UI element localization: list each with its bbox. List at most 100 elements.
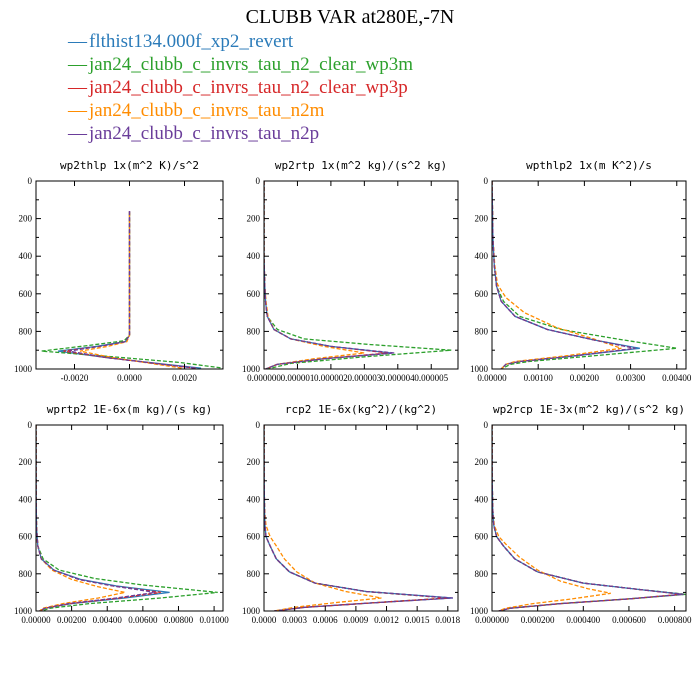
series-line-3 [264,425,448,611]
y-tick-label: 400 [19,494,33,504]
legend-item: — jan24_clubb_c_invrs_tau_n2p [68,122,413,145]
figure-title: CLUBB VAR at280E,-7N [245,6,455,28]
x-tick-label: 0.00600 [128,615,158,625]
y-tick-label: 0 [256,420,261,430]
x-tick-label: 0.000200 [521,615,555,625]
x-tick-label: 0.000800 [658,615,692,625]
y-tick-label: 0 [484,176,489,186]
series-line-2 [36,425,218,611]
y-tick-label: 600 [247,532,261,542]
series-line-1 [264,181,392,369]
series-line-1 [264,425,453,611]
legend-item: — jan24_clubb_c_invrs_tau_n2_clear_wp3p [68,76,413,99]
panel-title: wp2rcp 1E-3x(m^2 kg)/(s^2 kg) [493,403,685,416]
legend-item: — flthist134.000f_xp2_revert [68,30,413,53]
y-tick-label: 600 [475,532,489,542]
series-line-5 [264,181,395,369]
x-tick-label: 0.0020 [172,373,197,383]
series-line-4 [264,181,365,369]
series-line-4 [264,425,382,611]
legend-item: — jan24_clubb_c_invrs_tau_n2_clear_wp3m [68,53,413,76]
y-tick-label: 1000 [14,606,33,616]
x-tick-label: 0.000000 [475,615,509,625]
x-tick-label: 0.0000 [117,373,142,383]
panel-title: wprtp2 1E-6x(m kg)/(s kg) [47,403,213,416]
y-tick-label: 800 [19,569,33,579]
panel-frame [491,180,687,370]
series-line-1 [492,181,640,369]
x-tick-label: 0.0012 [374,615,399,625]
y-tick-label: 600 [247,289,261,299]
y-tick-label: 800 [475,326,489,336]
y-tick-label: 200 [475,214,489,224]
panel-title: rcp2 1E-6x(kg^2)/(kg^2) [285,403,437,416]
y-tick-label: 200 [19,214,33,224]
legend-label: flthist134.000f_xp2_revert [89,31,294,52]
y-tick-label: 0 [256,176,261,186]
legend: — flthist134.000f_xp2_revert — jan24_clubb… [68,30,413,145]
x-tick-label: 0.00800 [164,615,194,625]
series-line-1 [36,425,170,611]
x-tick-label: 0.00100 [524,373,554,383]
x-tick-label: 0.00000 [21,615,51,625]
panel-title: wpthlp2 1x(m K^2)/s [526,159,652,172]
y-tick-label: 1000 [470,364,489,374]
y-tick-label: 800 [19,326,33,336]
y-tick-label: 1000 [242,606,261,616]
legend-label: jan24_clubb_c_invrs_tau_n2p [89,123,320,144]
y-tick-label: 0 [28,420,33,430]
y-tick-label: 200 [247,457,261,467]
panel-3: wpthlp2 1x(m K^2)/s020040060080010000.00… [470,159,692,383]
panel-frame [263,424,459,612]
y-tick-label: 400 [475,494,489,504]
legend-dash-icon: — [68,31,87,52]
legend-dash-icon: — [68,100,87,121]
legend-dash-icon: — [68,123,87,144]
x-tick-label: 0.000000 [247,373,281,383]
series-line-5 [36,425,156,611]
y-tick-label: 200 [19,457,33,467]
panel-frame [35,424,224,612]
panel-4: wprtp2 1E-6x(m kg)/(s kg) 0 200 400 600 800 10… [14,403,229,625]
series-line-2 [41,212,223,369]
x-tick-label: 0.0009 [344,615,369,625]
series-line-4 [492,425,611,611]
series-line-4 [36,425,126,611]
series-line-5 [492,425,684,611]
series-line-2 [264,425,448,611]
y-tick-label: 400 [247,494,261,504]
x-tick-label: 0.00000 [477,373,507,383]
y-tick-label: 800 [247,326,261,336]
x-tick-label: 0.000600 [612,615,646,625]
panel-6: wp2rcp 1E-3x(m^2 kg)/(s^2 kg) 0 200 400 600 8… [470,403,692,625]
x-tick-label: -0.0020 [61,373,89,383]
x-tick-label: 0.000002 [314,373,348,383]
y-tick-label: 800 [247,569,261,579]
x-tick-label: 0.00200 [570,373,600,383]
legend-item: — jan24_clubb_c_invrs_tau_n2m [68,99,413,122]
x-tick-label: 0.00400 [93,615,123,625]
legend-dash-icon: — [68,77,87,98]
y-tick-label: 400 [19,251,33,261]
series-line-3 [492,181,636,369]
x-tick-label: 0.000001 [281,373,315,383]
x-tick-label: 0.00300 [616,373,646,383]
series-line-4 [79,213,183,369]
x-tick-label: 0.00400 [662,373,692,383]
series-line-5 [68,211,197,369]
series-line-3 [264,181,388,369]
x-tick-label: 0.000005 [414,373,448,383]
x-tick-label: 0.0015 [405,615,430,625]
x-tick-label: 0.0018 [435,615,460,625]
x-tick-label: 0.000400 [566,615,600,625]
y-tick-label: 800 [475,569,489,579]
legend-label: jan24_clubb_c_invrs_tau_n2_clear_wp3p [89,77,408,98]
y-tick-label: 0 [28,176,33,186]
y-tick-label: 200 [475,457,489,467]
y-tick-label: 600 [19,289,33,299]
panel-2: wp2rtp 1x(m^2 kg)/(s^2 kg) 0 200 400 600 800 1… [242,159,459,383]
y-tick-label: 1000 [14,364,33,374]
y-tick-label: 400 [475,251,489,261]
y-tick-label: 400 [247,251,261,261]
